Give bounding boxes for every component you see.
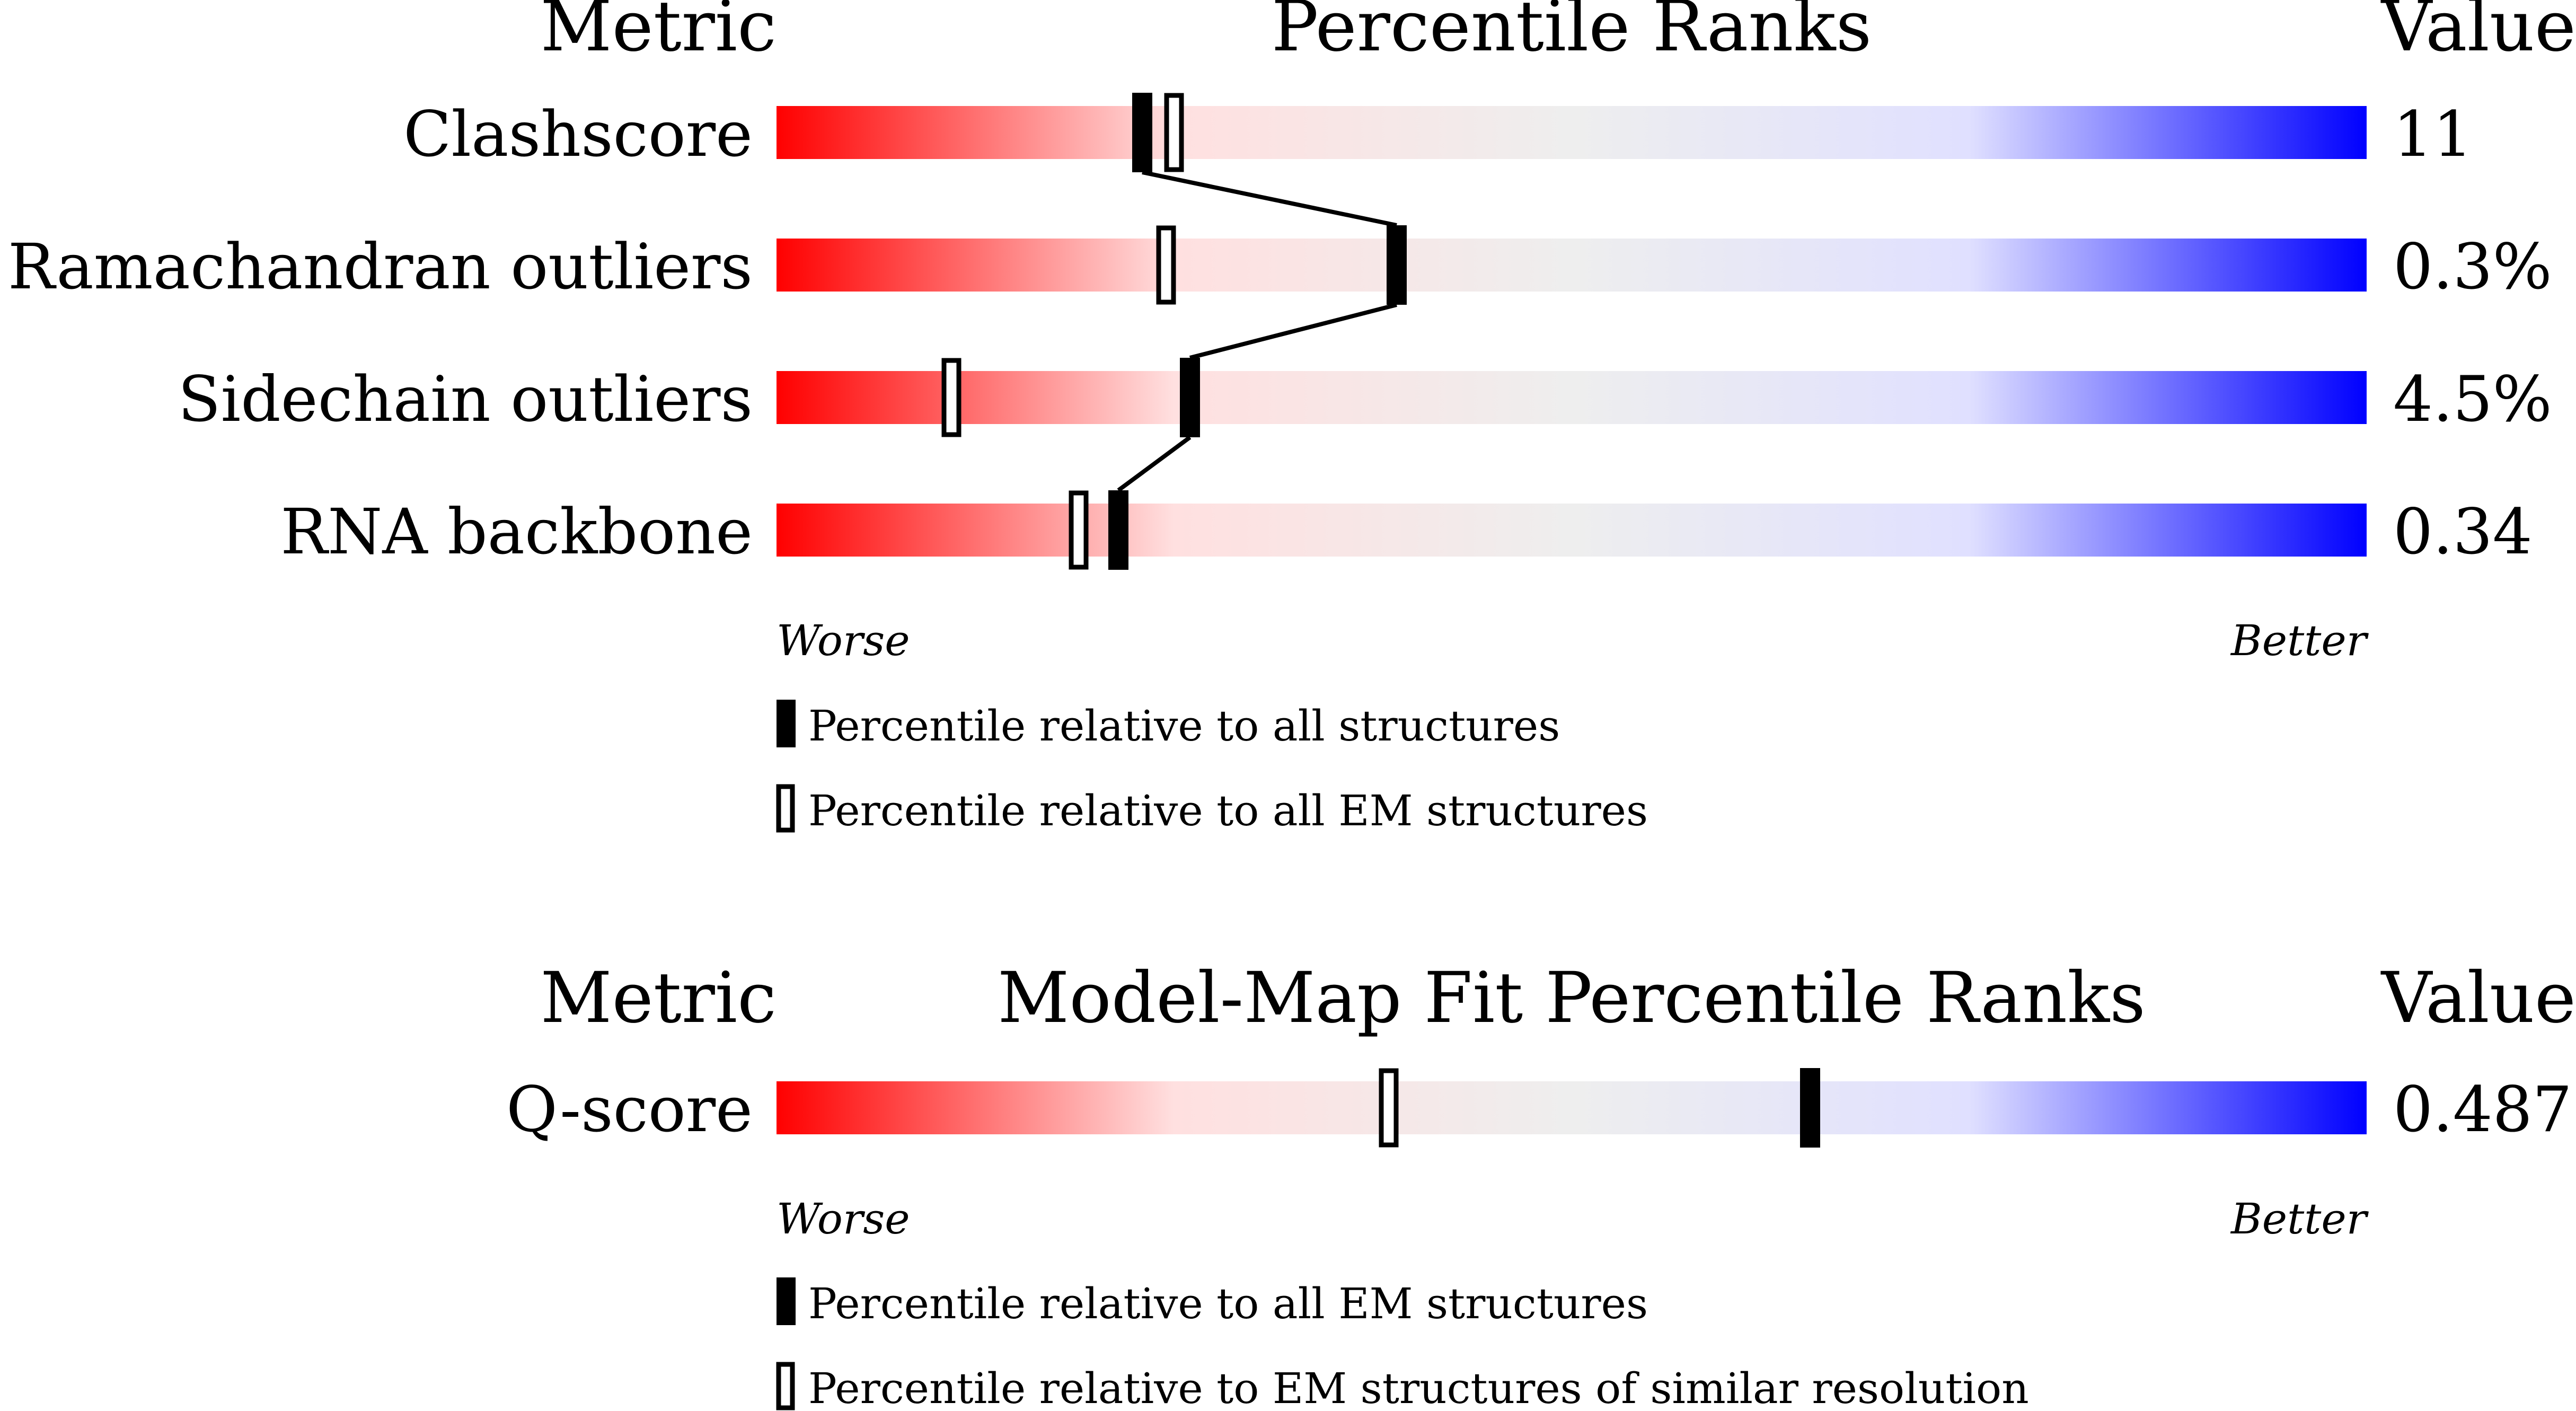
legend-item: Percentile relative to all EM structures — [777, 1277, 1648, 1328]
metric-row: RNA backbone 0.34 — [280, 490, 2533, 570]
percentile-bar — [777, 1081, 2367, 1134]
panel-0: Metric Percentile Ranks Value Clashscore 11 R… — [8, 0, 2576, 835]
axis-better-label: Better — [2230, 616, 2369, 665]
marker-hollow — [1156, 225, 1176, 305]
header-value: Value — [2380, 957, 2576, 1039]
marker-hollow — [1379, 1068, 1399, 1148]
legend-marker-hollow — [776, 1362, 795, 1410]
metric-value: 0.487 — [2393, 1073, 2572, 1146]
axis-better-label: Better — [2230, 1194, 2369, 1244]
legend-marker-hollow — [776, 784, 795, 833]
legend-item: Percentile relative to all EM structures — [776, 784, 1648, 835]
header-title: Model-Map Fit Percentile Ranks — [998, 957, 2146, 1039]
marker-filled — [1387, 225, 1407, 305]
percentile-bar — [777, 106, 2367, 159]
metric-row: Q-score 0.487 — [506, 1068, 2572, 1148]
marker-filled — [1108, 490, 1128, 570]
marker-hollow — [941, 358, 961, 437]
metric-value: 0.3% — [2393, 230, 2552, 303]
marker-filled — [1180, 358, 1200, 437]
marker-hollow — [1164, 93, 1184, 172]
connector-line — [1117, 435, 1192, 492]
legend-item: Percentile relative to all structures — [777, 700, 1560, 751]
legend-marker-filled — [777, 700, 796, 747]
metric-value: 0.34 — [2393, 495, 2533, 568]
header-value: Value — [2380, 0, 2576, 67]
metric-label: Clashscore — [403, 98, 753, 171]
percentile-bar — [777, 504, 2367, 557]
panel-1: Metric Model-Map Fit Percentile Ranks Valu… — [506, 957, 2576, 1411]
header-metric: Metric — [540, 0, 777, 67]
metric-label: Ramachandran outliers — [8, 230, 753, 303]
metric-label: Q-score — [506, 1073, 753, 1146]
metric-label: Sidechain outliers — [178, 363, 753, 436]
metric-label: RNA backbone — [280, 495, 753, 568]
metric-row: Sidechain outliers 4.5% — [178, 358, 2552, 437]
metric-value: 11 — [2393, 98, 2473, 171]
axis-worse-label: Worse — [777, 616, 910, 665]
metric-row: Clashscore 11 — [403, 93, 2473, 172]
percentile-bar — [777, 371, 2367, 424]
legend-label: Percentile relative to all EM structures — [808, 1279, 1648, 1328]
marker-hollow — [1069, 490, 1089, 570]
header-metric: Metric — [540, 957, 777, 1039]
percentile-bar — [777, 239, 2367, 292]
legend-marker-filled — [777, 1277, 796, 1325]
axis-worse-label: Worse — [777, 1194, 910, 1244]
legend-label: Percentile relative to all structures — [808, 701, 1560, 751]
connector-line — [1142, 170, 1397, 227]
header-title: Percentile Ranks — [1272, 0, 1872, 67]
connector-line — [1189, 303, 1397, 360]
legend-item: Percentile relative to EM structures of … — [776, 1362, 2029, 1411]
metric-value: 4.5% — [2393, 363, 2552, 436]
marker-filled — [1132, 93, 1152, 172]
metric-row: Ramachandran outliers 0.3% — [8, 225, 2552, 305]
marker-filled — [1800, 1068, 1820, 1148]
legend-label: Percentile relative to all EM structures — [808, 786, 1648, 835]
legend-label: Percentile relative to EM structures of … — [808, 1364, 2029, 1411]
